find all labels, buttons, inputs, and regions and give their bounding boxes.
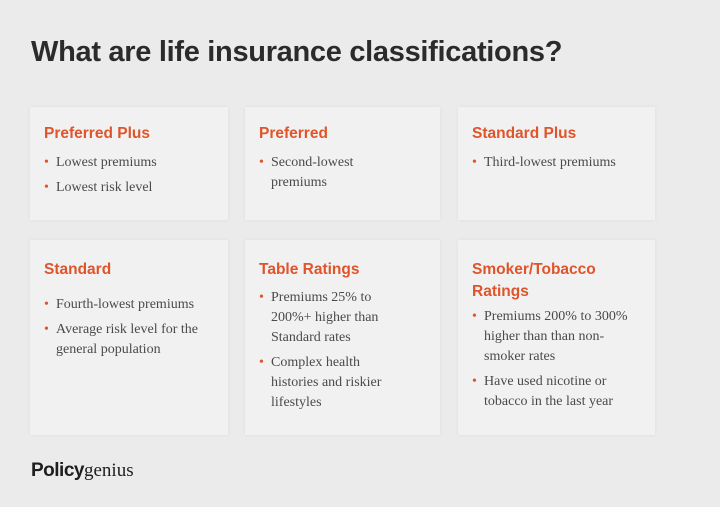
- bullet: Complex health histories and riskier lif…: [259, 353, 406, 413]
- logo-part2: genius: [83, 460, 134, 481]
- policygenius-logo: Policygenius: [31, 460, 134, 482]
- bullet: Premiums 200% to 300% higher than than n…: [472, 307, 644, 367]
- bullet: Lowest premiums: [44, 153, 214, 173]
- card-standard: Standard Fourth-lowest premiums Average r…: [30, 240, 228, 435]
- card-table-ratings: Table Ratings Premiums 25% to 200%+ high…: [245, 240, 440, 435]
- card-title: Preferred Plus: [44, 125, 150, 142]
- card-title: Smoker/Tobacco Ratings: [472, 261, 596, 300]
- bullet: Third-lowest premiums: [472, 153, 641, 173]
- card-preferred-plus: Preferred Plus Lowest premiums Lowest ris…: [30, 107, 228, 220]
- card-smoker-tobacco: Smoker/Tobacco Ratings Premiums 200% to …: [458, 240, 655, 435]
- bullet: Premiums 25% to 200%+ higher than Standa…: [259, 288, 401, 348]
- bullet: Fourth-lowest premiums: [44, 295, 214, 315]
- card-standard-plus: Standard Plus Third-lowest premiums: [458, 107, 655, 220]
- page-title: What are life insurance classifications?: [31, 36, 563, 68]
- card-preferred: Preferred Second-lowest premiums: [245, 107, 440, 220]
- card-title: Standard Plus: [472, 125, 577, 142]
- card-title: Table Ratings: [259, 261, 360, 278]
- bullet: Average risk level for the general popul…: [44, 320, 214, 360]
- card-title: Standard: [44, 261, 112, 278]
- card-title: Preferred: [259, 125, 328, 142]
- bullet: Have used nicotine or tobacco in the las…: [472, 372, 644, 412]
- bullet: Second-lowest premiums: [259, 153, 381, 193]
- logo-part1: Policy: [31, 460, 84, 481]
- bullet: Lowest risk level: [44, 178, 214, 198]
